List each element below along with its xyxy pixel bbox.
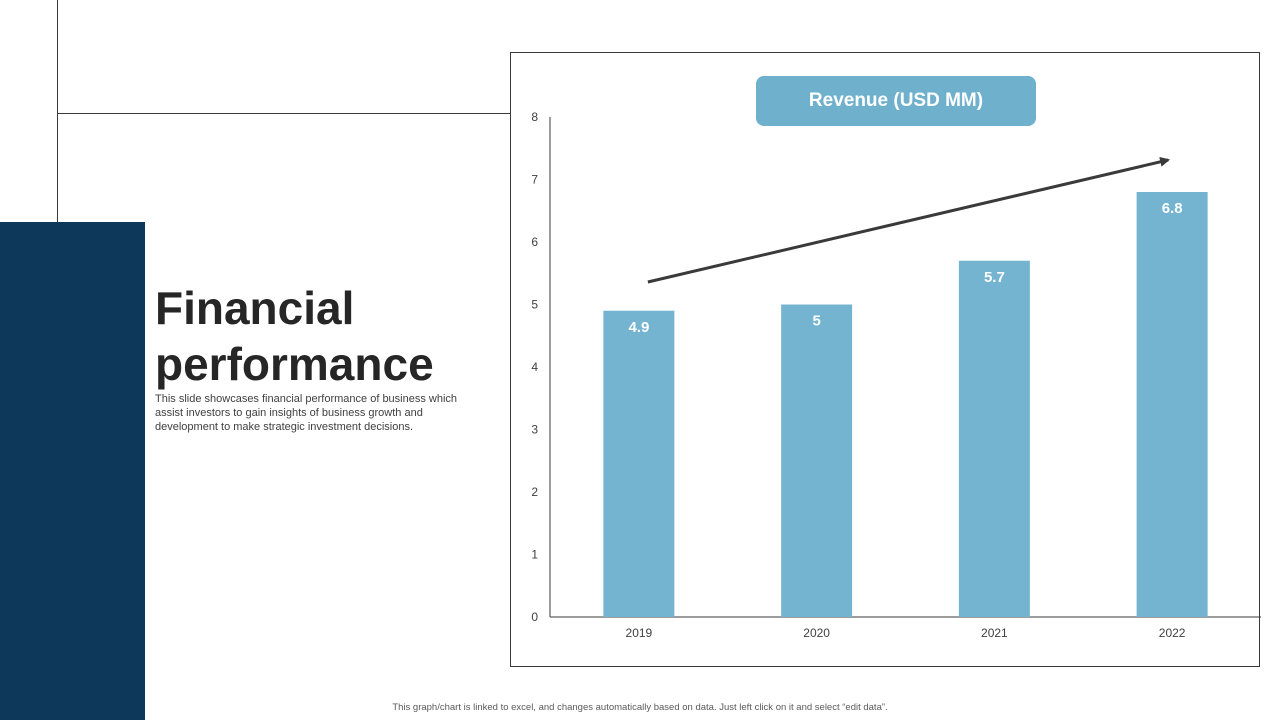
footnote: This graph/chart is linked to excel, and… (392, 702, 888, 713)
y-tick-label: 4 (531, 360, 538, 374)
bar-2022 (1136, 192, 1208, 617)
bar-2021 (958, 260, 1030, 617)
chart-title: Revenue (USD MM) (756, 76, 1036, 126)
bar-value-label: 5.7 (984, 269, 1005, 286)
trend-arrow (647, 156, 1171, 284)
side-color-block (0, 222, 145, 720)
y-tick-label: 0 (531, 610, 538, 624)
y-tick-label: 5 (531, 298, 538, 312)
bar-value-label: 4.9 (628, 319, 649, 336)
page-title: Financial performance (155, 282, 434, 390)
x-tick-label: 2020 (803, 626, 830, 640)
y-tick-label: 3 (531, 423, 538, 437)
slide-description: This slide showcases financial performan… (155, 393, 458, 433)
x-tick-label: 2021 (981, 626, 1008, 640)
x-tick-label: 2022 (1159, 626, 1186, 640)
y-tick-label: 6 (531, 235, 538, 249)
chart-canvas: 0 1 2 3 4 5 6 7 8 4.9 2019 5 2020 5.7 2021 6.8 2022 (531, 110, 1261, 640)
decor-horizontal-line (57, 113, 511, 114)
y-tick-label: 2 (531, 485, 538, 499)
y-tick-label: 1 (531, 548, 538, 562)
bar-2019 (603, 310, 675, 617)
bar-2020 (781, 304, 853, 617)
x-tick-label: 2019 (626, 626, 653, 640)
y-tick-label: 7 (531, 173, 538, 187)
bar-value-label: 6.8 (1162, 200, 1183, 217)
bar-value-label: 5 (812, 313, 820, 330)
y-tick-label: 8 (531, 110, 538, 124)
decor-vertical-line (57, 0, 58, 222)
revenue-chart[interactable]: 0 1 2 3 4 5 6 7 8 4.9 2019 5 2020 5.7 2021 6.8 2022 Reve… (510, 52, 1261, 667)
